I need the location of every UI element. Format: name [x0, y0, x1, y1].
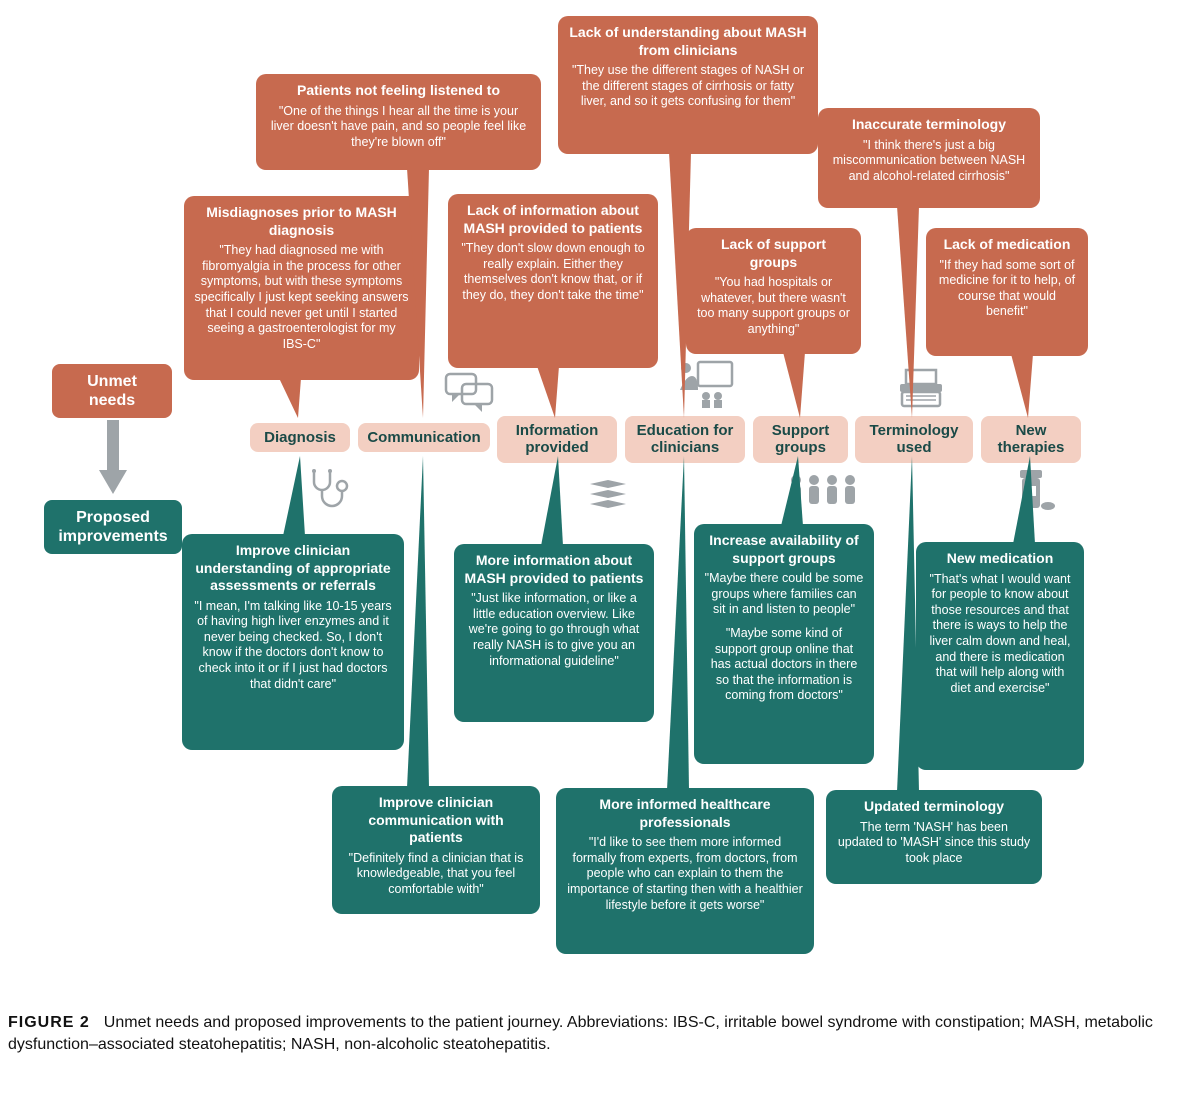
proposed-improvements-text: Proposed improvements: [58, 509, 167, 545]
category-communication: Communication: [358, 423, 490, 452]
unmet-lack_support: Lack of support groups "You had hospitals…: [686, 228, 861, 354]
improvement-title: Updated terminology: [836, 798, 1032, 816]
proposed-improvements-label: Proposed improvements: [44, 500, 182, 554]
unmet-not_listened: Patients not feeling listened to "One of …: [256, 74, 541, 170]
improvement-pointer-icon: [538, 456, 572, 548]
category-label: Education for clinicians: [637, 422, 734, 456]
unmet-lack_info: Lack of information about MASH provided …: [448, 194, 658, 368]
unmet-quote: "You had hospitals or whatever, but ther…: [696, 275, 851, 338]
improvement-title: More informed healthcare professionals: [566, 796, 804, 831]
improvement-title: Increase availability of support groups: [704, 532, 864, 567]
improvement-pointer-icon: [778, 456, 812, 528]
unmet-terminology: Inaccurate terminology "I think there's j…: [818, 108, 1040, 208]
unmet-quote: "One of the things I hear all the time i…: [266, 104, 531, 151]
improvement-quote2: "Maybe some kind of support group online…: [704, 626, 864, 704]
unmet-quote: "They use the different stages of NASH o…: [568, 63, 808, 110]
category-label: Diagnosis: [264, 429, 336, 446]
improvement-communication: Improve clinician communication with pat…: [332, 786, 540, 914]
improvement-quote: "I'd like to see them more informed form…: [566, 835, 804, 913]
improvement-new_med: New medication "That's what I would want …: [916, 542, 1084, 770]
unmet-lack_understanding: Lack of understanding about MASH from cl…: [558, 16, 818, 154]
unmet-quote: "They had diagnosed me with fibromyalgia…: [194, 243, 409, 352]
books-icon: [584, 476, 632, 516]
speech-bubbles-icon: [442, 370, 496, 414]
legend-arrow-icon: [95, 416, 131, 496]
improvement-pointer-icon: [404, 456, 437, 790]
unmet-title: Lack of understanding about MASH from cl…: [568, 24, 808, 59]
improvement-informed_hcp: More informed healthcare professionals "I…: [556, 788, 814, 954]
caption-text: Unmet needs and proposed improvements to…: [8, 1014, 1153, 1053]
improvement-quote: "That's what I would want for people to …: [926, 572, 1074, 697]
figure-canvas: Unmet needs Proposed improvements Diagno…: [0, 0, 1200, 1095]
unmet-title: Lack of medication: [936, 236, 1078, 254]
improvement-quote: "Definitely find a clinician that is kno…: [342, 851, 530, 898]
unmet-title: Lack of support groups: [696, 236, 851, 271]
unmet-title: Misdiagnoses prior to MASH diagnosis: [194, 204, 409, 239]
unmet-title: Inaccurate terminology: [828, 116, 1030, 134]
improvement-title: Improve clinician communication with pat…: [342, 794, 530, 847]
improvement-quote: "Maybe there could be some groups where …: [704, 571, 864, 618]
improvement-title: More information about MASH provided to …: [464, 552, 644, 587]
category-diagnosis: Diagnosis: [250, 423, 350, 452]
unmet-misdiagnoses: Misdiagnoses prior to MASH diagnosis "The…: [184, 196, 419, 380]
unmet-pointer-icon: [780, 352, 814, 420]
unmet-quote: "They don't slow down enough to really e…: [458, 241, 648, 304]
unmet-pointer-icon: [534, 366, 569, 420]
improvement-updated_term: Updated terminology The term 'NASH' has b…: [826, 790, 1042, 884]
category-label: Communication: [367, 429, 480, 446]
unmet-pointer-icon: [404, 168, 437, 420]
category-label: Terminology used: [870, 422, 959, 456]
unmet-quote: "I think there's just a big miscommunica…: [828, 138, 1030, 185]
unmet-needs-text: Unmet needs: [87, 373, 137, 409]
category-label: Information provided: [516, 422, 599, 456]
improvement-pointer-icon: [664, 456, 698, 792]
improvement-assessments: Improve clinician understanding of appro…: [182, 534, 404, 750]
improvement-quote: "Just like information, or like a little…: [464, 591, 644, 669]
unmet-pointer-icon: [1008, 354, 1042, 420]
improvement-title: Improve clinician understanding of appro…: [192, 542, 394, 595]
category-label: New therapies: [998, 422, 1065, 456]
improvement-title: New medication: [926, 550, 1074, 568]
unmet-title: Lack of information about MASH provided …: [458, 202, 648, 237]
improvement-quote: The term 'NASH' has been updated to 'MAS…: [836, 820, 1032, 867]
unmet-pointer-icon: [276, 378, 312, 420]
unmet-pointer-icon: [894, 206, 926, 420]
unmet-lack_meds: Lack of medication "If they had some sort…: [926, 228, 1088, 356]
improvement-pointer-icon: [1010, 456, 1044, 546]
category-label: Support groups: [772, 422, 830, 456]
figure-caption: FIGURE 2Unmet needs and proposed improve…: [8, 1012, 1188, 1057]
improvement-more_info: More information about MASH provided to …: [454, 544, 654, 722]
figure-number: FIGURE 2: [8, 1014, 90, 1031]
improvement-pointer-icon: [280, 456, 314, 538]
unmet-title: Patients not feeling listened to: [266, 82, 531, 100]
improvement-quote: "I mean, I'm talking like 10-15 years of…: [192, 599, 394, 693]
unmet-quote: "If they had some sort of medicine for i…: [936, 258, 1078, 321]
improvement-support_avail: Increase availability of support groups "…: [694, 524, 874, 764]
unmet-needs-label: Unmet needs: [52, 364, 172, 418]
